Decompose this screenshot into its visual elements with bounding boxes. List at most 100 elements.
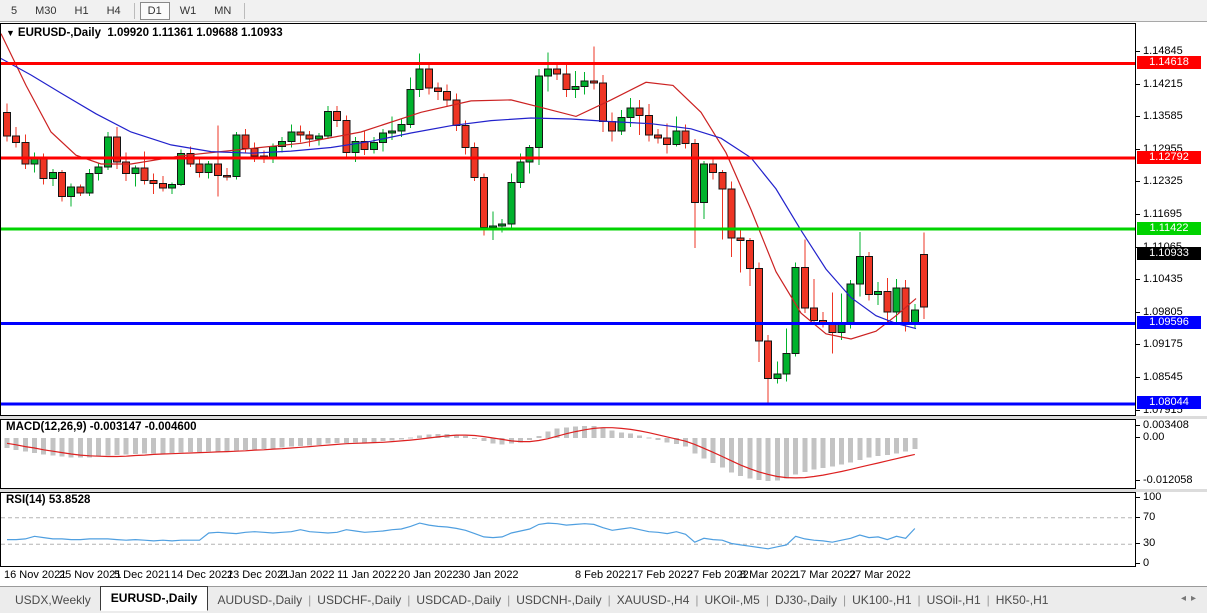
candle-body	[149, 180, 158, 185]
rsi-axis[interactable]: 100 70 30 0	[1136, 491, 1207, 569]
timeframe-button-h4[interactable]: H4	[106, 4, 121, 17]
candle-body	[342, 120, 351, 154]
rsi-indicator-pane[interactable]	[0, 492, 1136, 567]
tab-separator: |	[407, 593, 411, 607]
price-chart-pane[interactable]	[0, 23, 1136, 416]
candle-body	[241, 134, 250, 150]
date-axis-label: 27 Feb 2022	[687, 569, 749, 581]
candle-body	[782, 352, 791, 375]
tab-scroll-arrows: ◂▸	[1181, 593, 1201, 604]
date-axis-label: 5 Dec 2021	[114, 569, 171, 581]
candle-body	[764, 340, 773, 379]
candle-body	[736, 237, 745, 242]
price-chart-canvas[interactable]	[1, 24, 1135, 415]
candle-body	[562, 73, 571, 91]
chart-title-symbol: EURUSD-,Daily	[17, 27, 101, 39]
timeframe-button-d1[interactable]: D1	[139, 1, 170, 20]
tab-usdchf-daily[interactable]: USDCHF-,Daily	[317, 593, 402, 607]
candle-body	[663, 137, 672, 145]
tab-usdcad-daily[interactable]: USDCAD-,Daily	[416, 593, 502, 607]
macd-histogram-bar	[307, 438, 313, 446]
macd-histogram-bar	[270, 438, 276, 449]
tab-dj30-daily[interactable]: DJ30-,Daily	[774, 593, 837, 607]
timeframe-button-mn[interactable]: MN	[214, 4, 232, 17]
candle-body	[644, 114, 653, 136]
tab-scroll-right-icon[interactable]: ▸	[1190, 593, 1201, 604]
tab-usdcnh-daily[interactable]: USDCNH-,Daily	[516, 593, 602, 607]
date-axis[interactable]: 16 Nov 2021 25 Nov 2021 5 Dec 2021 14 Dec 2…	[0, 567, 1207, 586]
candle-body	[195, 163, 204, 173]
tab-hk50-h1[interactable]: HK50-,H1	[995, 593, 1049, 607]
macd-histogram-bar	[13, 438, 19, 450]
macd-signal-value: -0.004600	[144, 421, 197, 433]
candle-body	[635, 107, 644, 116]
macd-histogram-bar	[316, 438, 322, 445]
tab-usoil-h1[interactable]: USOil-,H1	[926, 593, 981, 607]
candle-body	[3, 111, 11, 137]
macd-histogram-bar	[398, 438, 404, 440]
timeframe-button-w1[interactable]: W1	[179, 4, 197, 17]
timeframe-button-h1[interactable]: H1	[74, 4, 89, 17]
rsi-canvas[interactable]	[1, 493, 1135, 566]
candle-body	[617, 116, 626, 132]
collapse-triangle-icon[interactable]: ▼	[6, 28, 15, 38]
tab-usdx-weekly[interactable]: USDX,Weekly	[15, 593, 91, 607]
price-axis[interactable]: 1.14845 1.14215 1.13585 1.12955 1.12325 1.116…	[1136, 23, 1207, 416]
macd-signal-line	[6, 427, 915, 479]
macd-histogram-bar	[719, 438, 725, 468]
candle-body	[534, 75, 543, 148]
candle-body	[113, 136, 122, 163]
candle-body	[507, 182, 516, 225]
price-badge: 1.11422	[1137, 222, 1201, 235]
price-badge: 1.10933	[1137, 247, 1201, 260]
candle-body	[443, 91, 452, 101]
macd-histogram-bar	[77, 438, 83, 458]
horizontal-level-line[interactable]	[1, 156, 1135, 160]
candle-body	[571, 85, 580, 91]
macd-main-value: -0.003147	[89, 421, 142, 433]
macd-histogram-bar	[279, 438, 285, 448]
candle-body	[177, 153, 186, 186]
horizontal-level-line[interactable]	[1, 402, 1135, 406]
price-axis-label: 1.11695	[1143, 208, 1182, 220]
pane-splitter[interactable]	[0, 416, 1207, 419]
macd-axis[interactable]: 0.003408 0.00 -0.012058	[1136, 419, 1207, 489]
macd-histogram-bar	[884, 438, 890, 455]
macd-histogram-bar	[728, 438, 734, 473]
macd-histogram-bar	[426, 434, 432, 438]
timeframe-button-m30[interactable]: M30	[35, 4, 57, 17]
tab-eurusd-daily[interactable]: EURUSD-,Daily	[99, 585, 209, 611]
candle-body	[103, 136, 112, 168]
macd-histogram-bar	[417, 435, 423, 438]
macd-histogram-bar	[142, 438, 148, 454]
pane-splitter[interactable]	[0, 489, 1207, 492]
macd-histogram-bar	[866, 438, 872, 458]
tab-scroll-left-icon[interactable]: ◂	[1180, 593, 1191, 604]
horizontal-level-line[interactable]	[1, 322, 1135, 326]
macd-histogram-bar	[618, 432, 624, 438]
price-axis-tick	[1136, 84, 1140, 85]
tab-ukoil-m5[interactable]: UKOil-,M5	[704, 593, 760, 607]
macd-histogram-bar	[756, 438, 762, 481]
timeframe-button-5[interactable]: 5	[11, 4, 18, 17]
tab-audusd-daily[interactable]: AUDUSD-,Daily	[217, 593, 303, 607]
macd-canvas[interactable]	[1, 420, 1135, 488]
macd-histogram-bar	[710, 438, 716, 463]
tab-uk100-h1[interactable]: UK100-,H1	[852, 593, 912, 607]
candle-body	[39, 156, 48, 180]
horizontal-level-line[interactable]	[1, 227, 1135, 231]
macd-histogram-bar	[197, 438, 203, 452]
date-axis-label: 17 Feb 2022	[631, 569, 693, 581]
candle-body	[709, 163, 718, 173]
macd-histogram-bar	[563, 427, 569, 438]
price-axis-tick	[1136, 214, 1140, 215]
macd-axis-label: 0.003408	[1143, 419, 1189, 431]
macd-histogram-bar	[829, 438, 835, 467]
tab-xauusd-h4[interactable]: XAUUSD-,H4	[616, 593, 690, 607]
candle-body	[452, 99, 461, 127]
candle-body	[424, 68, 433, 89]
rsi-line	[7, 522, 916, 550]
macd-histogram-bar	[224, 438, 230, 452]
horizontal-level-line[interactable]	[1, 62, 1135, 66]
macd-indicator-pane[interactable]	[0, 419, 1136, 489]
